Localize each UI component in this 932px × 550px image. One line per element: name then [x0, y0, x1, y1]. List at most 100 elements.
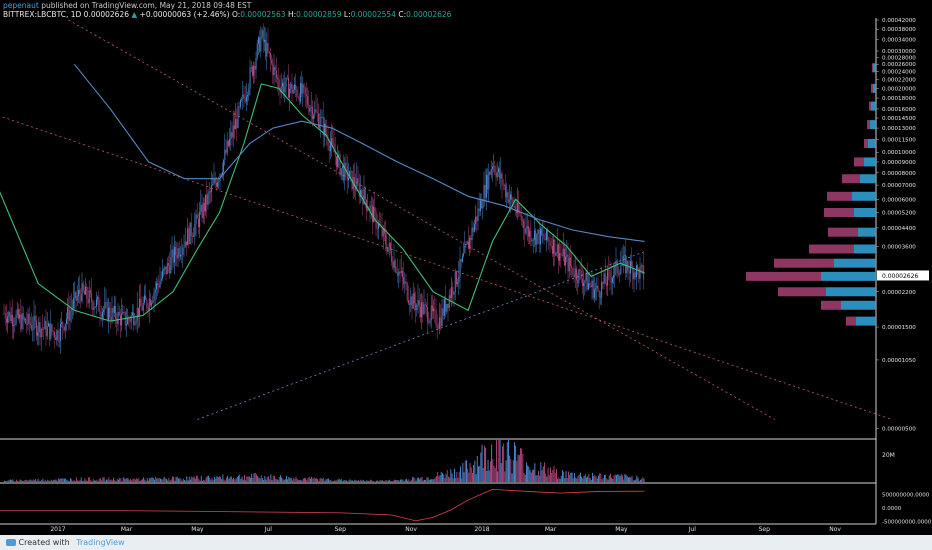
- volume-bar: [130, 478, 131, 482]
- volume-bar: [234, 479, 236, 482]
- volume-bar: [202, 480, 203, 482]
- tradingview-logo-icon: [6, 539, 16, 546]
- candle-body: [453, 292, 455, 295]
- volume-bar: [268, 476, 269, 482]
- volume-bar: [125, 479, 127, 482]
- volume-bar: [500, 463, 502, 482]
- volume-bar: [523, 473, 525, 482]
- moving-averages: [0, 63, 645, 322]
- profile-bar-buy: [852, 191, 876, 201]
- candle-body: [153, 292, 155, 301]
- profile-bar-sell: [824, 207, 854, 217]
- volume-bar: [112, 480, 113, 482]
- candle-body: [624, 254, 625, 256]
- candle-body: [541, 228, 543, 235]
- volume-bar: [541, 470, 543, 482]
- volume-bar: [245, 480, 247, 482]
- volume-bar: [85, 480, 87, 482]
- volume-bar: [307, 477, 309, 482]
- candle-body: [115, 305, 117, 320]
- candle-body: [631, 261, 633, 267]
- volume-bar: [563, 471, 565, 482]
- candle-body: [320, 117, 322, 125]
- profile-bar-sell: [746, 271, 821, 281]
- volume-bar: [636, 475, 638, 482]
- candle-body: [134, 323, 136, 325]
- candle-body: [146, 299, 148, 308]
- profile-bar-buy: [873, 83, 876, 93]
- volume-bar: [286, 475, 287, 482]
- candle-body: [391, 250, 393, 262]
- candle-body: [40, 328, 42, 338]
- volume-bar: [344, 480, 346, 482]
- candle-body: [376, 228, 378, 230]
- price-tick-label: 0.00011500: [882, 137, 916, 143]
- candle-body: [596, 285, 598, 289]
- profile-bar-sell: [854, 157, 864, 167]
- candle-body: [216, 182, 217, 187]
- candle-body: [66, 318, 67, 324]
- tradingview-brand-link[interactable]: TradingView: [76, 538, 125, 547]
- volume-bar: [179, 478, 181, 482]
- symbol-label[interactable]: BITTREX:LBCBTC, 1D: [3, 10, 82, 19]
- volume-bar: [90, 480, 92, 482]
- author-link[interactable]: pepenaut: [3, 1, 39, 10]
- volume-bar: [270, 474, 272, 482]
- volume-bar: [436, 475, 437, 482]
- volume-bar: [504, 471, 506, 482]
- price-tick-label: 0.00010000: [882, 150, 916, 156]
- candle-body: [300, 83, 301, 102]
- volume-bar: [278, 476, 280, 482]
- candle-body: [8, 311, 10, 317]
- candle-body: [297, 96, 299, 98]
- candle-body: [93, 307, 95, 310]
- volume-bar: [133, 478, 135, 482]
- candle-body: [116, 319, 118, 324]
- candle-body: [459, 258, 461, 277]
- volume-bar: [346, 480, 347, 482]
- volume-bar: [102, 477, 104, 482]
- candle-body: [470, 237, 472, 241]
- volume-bar: [282, 478, 284, 482]
- candle-body: [249, 68, 251, 89]
- chart-area[interactable]: 20M 500000000.00000.0000-500000000.0000 …: [0, 18, 932, 535]
- candle-body: [105, 301, 107, 303]
- candle-body: [157, 283, 159, 286]
- candle-body: [552, 246, 553, 254]
- trendlines: [0, 19, 893, 420]
- volume-bar: [326, 478, 328, 482]
- candle-body: [91, 292, 93, 303]
- candle-body: [123, 311, 125, 313]
- candle-body: [520, 215, 522, 221]
- volume-bar: [16, 479, 17, 482]
- candle-body: [85, 286, 87, 295]
- volume-bar: [145, 480, 147, 482]
- profile-bar-buy: [868, 138, 876, 148]
- candle-body: [559, 253, 561, 261]
- candle-body: [628, 270, 630, 274]
- candle-body: [158, 285, 160, 288]
- candle-body: [577, 280, 579, 284]
- candle-body: [180, 254, 181, 257]
- volume-bar: [304, 478, 305, 482]
- volume-bar: [167, 480, 169, 482]
- candle-body: [336, 156, 337, 167]
- candle-body: [294, 84, 295, 90]
- candle-body: [594, 289, 595, 298]
- candle-body: [350, 170, 352, 172]
- open-value: 0.00002563: [240, 10, 286, 19]
- volume-bar: [332, 480, 334, 482]
- volume-bar: [368, 480, 370, 482]
- profile-bar-buy: [821, 271, 876, 281]
- volume-bar: [494, 468, 496, 482]
- volume-bar: [350, 480, 352, 482]
- volume-bar: [612, 478, 614, 482]
- candle-body: [441, 308, 443, 327]
- volume-bar: [10, 479, 11, 482]
- time-tick-label: Mar: [545, 526, 557, 533]
- volume-bar: [71, 479, 73, 482]
- volume-bar: [451, 473, 453, 482]
- candle-body: [422, 302, 424, 315]
- candle-body: [25, 318, 27, 324]
- profile-bar-sell: [828, 227, 858, 237]
